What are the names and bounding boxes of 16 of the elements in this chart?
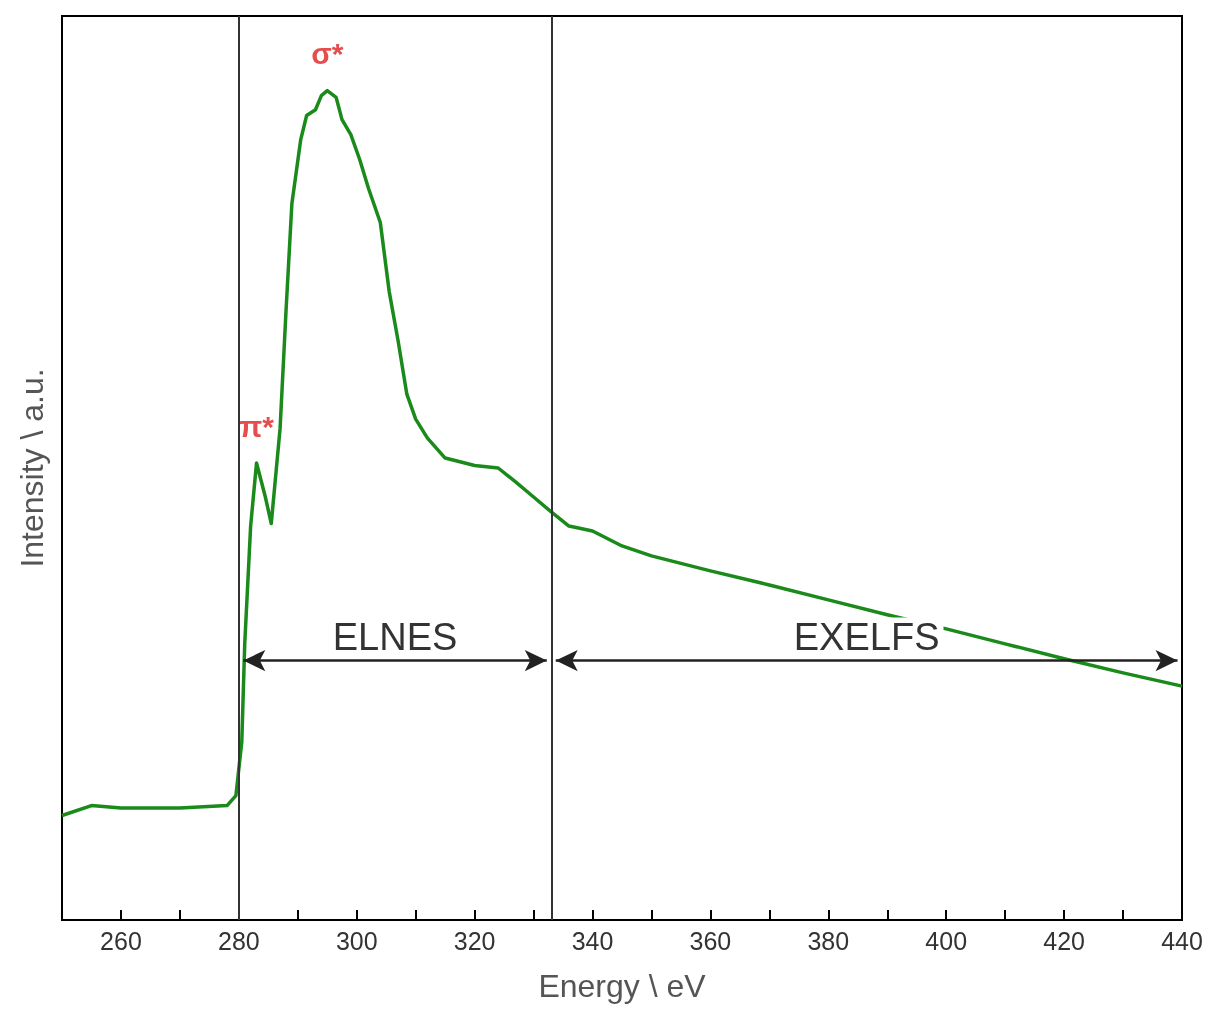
- x-tick-label: 280: [217, 926, 260, 955]
- x-tick-label: 440: [1161, 926, 1203, 955]
- x-tick-label: 380: [807, 926, 850, 955]
- x-tick-label: 320: [453, 926, 496, 955]
- text: σ*: [311, 37, 344, 71]
- annotation: ELNES: [332, 615, 458, 658]
- x-tick-label: 300: [335, 926, 378, 955]
- annotation: π*: [239, 409, 275, 443]
- x-tick-label: 420: [1043, 926, 1085, 955]
- x-tick-label: 340: [571, 926, 614, 955]
- x-tick-label: 260: [100, 926, 142, 955]
- y-axis-title: Intensity \ a.u.: [14, 368, 50, 568]
- x-tick-label: 400: [925, 926, 968, 955]
- annotation: EXELFS: [793, 615, 940, 658]
- x-tick-label: 360: [689, 926, 732, 955]
- x-axis-title: Energy \ eV: [538, 968, 707, 1004]
